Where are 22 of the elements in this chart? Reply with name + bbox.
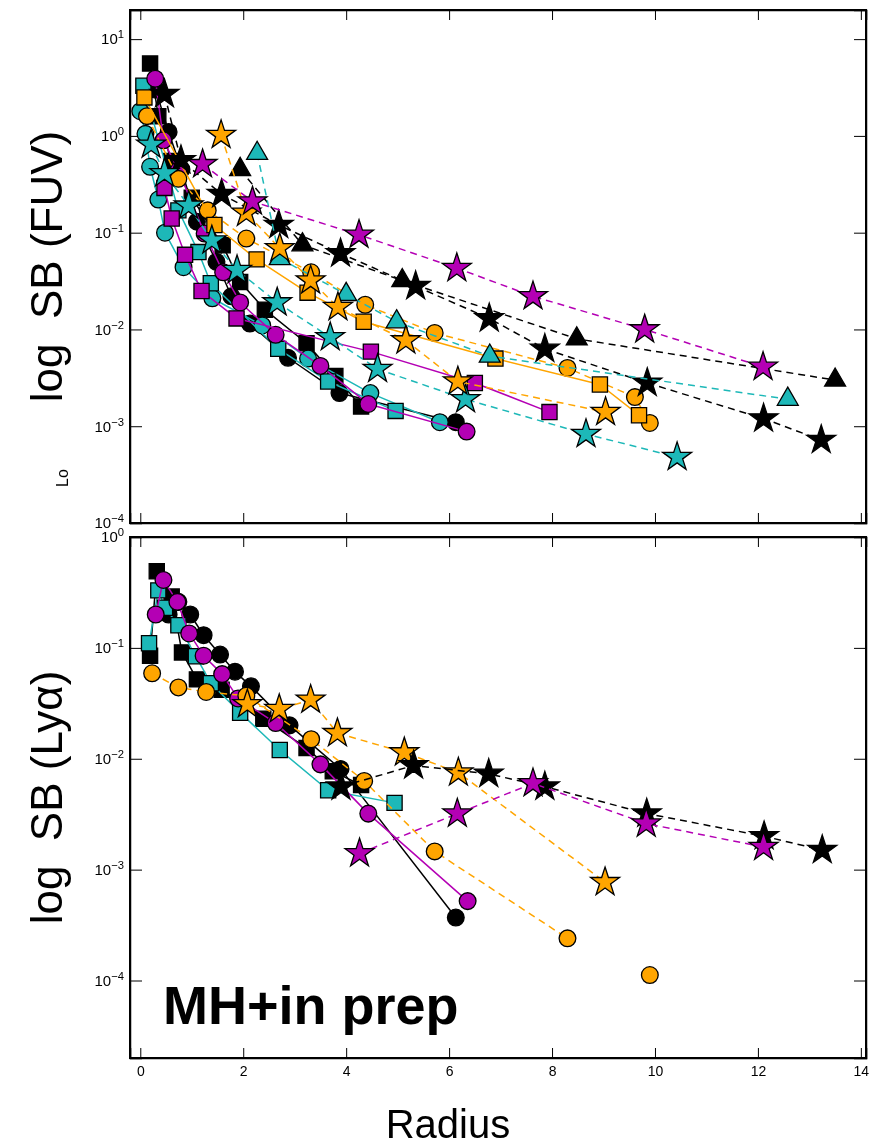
x-tick-label: 10 — [647, 1062, 664, 1079]
y-tick-label: 10$^{0}$ — [101, 125, 124, 145]
y-tick-label: 10$^{−4}$ — [94, 969, 124, 989]
text: Lo — [54, 469, 71, 487]
y-tick-label: 10$^{−2}$ — [94, 748, 124, 768]
annotation: MH+in prep — [163, 975, 459, 1035]
y-tick-label: 10$^{−1}$ — [94, 221, 124, 241]
x-tick-label: 12 — [750, 1062, 767, 1079]
x-tick-label: 0 — [136, 1062, 145, 1079]
x-tick-label: 8 — [548, 1062, 557, 1079]
y-tick-label: 10$^{−3}$ — [94, 858, 124, 878]
x-axis-title: Radius — [385, 1102, 511, 1144]
x-tick-label: 14 — [853, 1062, 870, 1079]
y-axis-title: log SB (Lyα) — [22, 670, 71, 925]
y-tick-label: 10$^{−2}$ — [94, 318, 124, 338]
x-tick-label: 6 — [445, 1062, 454, 1079]
y-axis-title: log SB (FUV) — [22, 130, 71, 403]
y-tick-label: 10$^{−1}$ — [94, 637, 124, 657]
y-tick-label: 10$^{−3}$ — [94, 415, 124, 435]
x-tick-label: 4 — [342, 1062, 351, 1079]
y-tick-label: 10$^{1}$ — [101, 28, 124, 48]
x-tick-label: 2 — [239, 1062, 248, 1079]
